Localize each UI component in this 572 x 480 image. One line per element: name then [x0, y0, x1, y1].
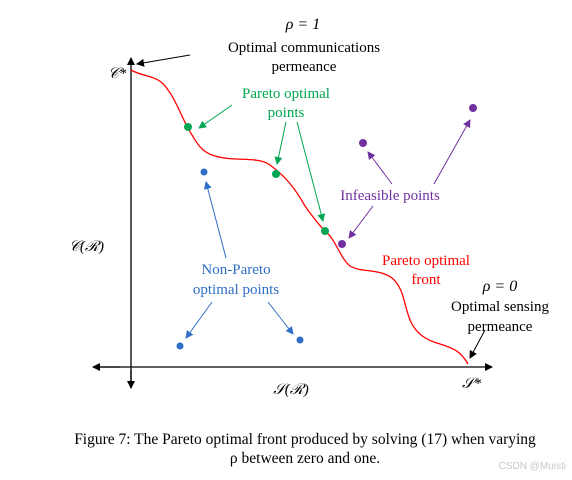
x-axis-label: 𝒮(ℛ)	[273, 382, 309, 398]
caption-line-2: ρ between zero and one.	[229, 450, 381, 467]
non-pareto-point-3	[296, 336, 304, 344]
infeasible-points-label: Infeasible points	[340, 188, 440, 204]
c-star-label: 𝒞*	[108, 66, 127, 82]
arrow-non-pareto-2	[185, 301, 213, 339]
optimal-comm-label-1: Optimal communications	[228, 40, 380, 56]
arrow-pareto-1	[198, 104, 233, 129]
infeasible-point-2	[469, 104, 477, 112]
arrow-optimal-comm	[136, 54, 191, 67]
arrow-infeasible-3	[348, 205, 374, 239]
optimal-sensing-label-2: permeance	[468, 319, 533, 335]
s-star-label: 𝒮*	[462, 376, 482, 392]
pareto-front-label-1: Pareto optimal	[382, 253, 470, 269]
arrow-non-pareto-1	[203, 181, 227, 259]
y-axis-label: 𝒞(ℛ)	[69, 239, 104, 255]
optimal-comm-label-2: permeance	[272, 59, 337, 75]
infeasible-point-3	[338, 240, 346, 248]
figure-caption: Figure 7: The Pareto optimal front produ…	[40, 430, 570, 468]
rho-one-label: ρ = 1	[285, 16, 320, 33]
arrow-non-pareto-3	[267, 301, 294, 335]
arrow-pareto-3	[296, 121, 326, 222]
pareto-point-2	[272, 170, 280, 178]
pareto-front-label-2: front	[411, 272, 441, 288]
rho-zero-label: ρ = 0	[482, 278, 517, 295]
arrow-infeasible-2	[433, 119, 471, 185]
non-pareto-label-2: optimal points	[193, 282, 279, 298]
non-pareto-point-1	[200, 168, 208, 176]
arrow-optimal-sensing	[469, 329, 486, 359]
pareto-points-label-1: Pareto optimal	[242, 86, 330, 102]
arrow-pareto-2	[274, 121, 287, 165]
pareto-point-3	[321, 227, 329, 235]
caption-line-1: Figure 7: The Pareto optimal front produ…	[74, 431, 536, 448]
watermark: CSDN @Muisti	[498, 461, 566, 472]
pareto-points-label-2: points	[268, 105, 305, 121]
optimal-sensing-label-1: Optimal sensing	[451, 299, 549, 315]
pareto-point-1	[184, 123, 192, 131]
non-pareto-point-2	[176, 342, 184, 350]
non-pareto-label-1: Non-Pareto	[201, 262, 270, 278]
infeasible-point-1	[359, 139, 367, 147]
arrow-infeasible-1	[367, 151, 393, 185]
